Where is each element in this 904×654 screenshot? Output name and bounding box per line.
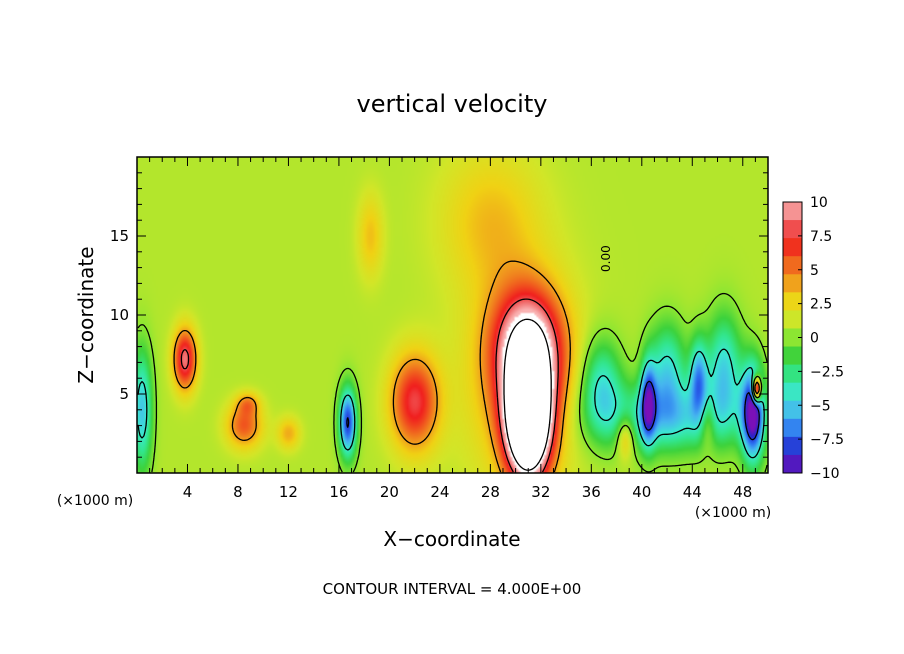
x-tick-label: 44 <box>683 483 702 501</box>
colorbar-band <box>783 382 802 402</box>
x-tick-label: 16 <box>329 483 348 501</box>
contour-0 <box>137 292 768 473</box>
contour-4 <box>173 260 760 473</box>
colorbar-band <box>783 202 802 221</box>
contour-12 <box>503 318 552 471</box>
y-tick-label: 5 <box>119 385 129 403</box>
y-tick-label: 15 <box>110 227 129 245</box>
colorbar-band <box>783 400 802 420</box>
y-axis-label: Z−coordinate <box>74 246 98 383</box>
colorbar-tick-label: 7.5 <box>810 229 832 245</box>
heatmap-field <box>137 157 768 473</box>
plot-area: 0.00 <box>136 156 769 474</box>
contour-label: 0.00 <box>599 245 613 272</box>
y-tick-label: 10 <box>110 306 129 324</box>
x-tick-label: 8 <box>233 483 243 501</box>
contour-neg4 <box>137 348 765 459</box>
colorbar-band <box>783 256 802 275</box>
colorbar-tick-label: −7.5 <box>810 432 844 448</box>
contour-lines <box>137 260 768 473</box>
colorbar-band <box>783 454 802 474</box>
x-axis: 4 8 12 16 20 24 28 32 36 40 44 48 <box>149 157 756 501</box>
y-axis: 5 10 15 <box>110 172 768 458</box>
colorbar-band <box>783 418 802 438</box>
colorbar-band <box>783 220 802 239</box>
colorbar-tick-label: −5 <box>810 398 831 414</box>
colorbar-band <box>783 310 802 329</box>
colorbar-tick-label: −2.5 <box>810 364 844 380</box>
x-unit-left: (×1000 m) <box>57 493 133 509</box>
colorbar-band <box>783 328 802 348</box>
x-tick-label: 28 <box>481 483 500 501</box>
x-tick-label: 12 <box>279 483 298 501</box>
colorbar-tick-label: 2.5 <box>810 297 832 313</box>
colorbar-band <box>783 292 802 311</box>
x-tick-label: 4 <box>183 483 193 501</box>
x-tick-label: 36 <box>582 483 601 501</box>
colorbar-tick-label: 5 <box>810 263 819 279</box>
colorbar-tick-label: 10 <box>810 195 828 211</box>
colorbar-band <box>783 364 802 384</box>
colorbar-band <box>783 274 802 293</box>
x-tick-label: 48 <box>733 483 752 501</box>
x-tick-label: 40 <box>632 483 651 501</box>
x-unit-right: (×1000 m) <box>695 505 771 521</box>
x-tick-label: 20 <box>380 483 399 501</box>
colorbar-tick-label: 0 <box>810 331 819 347</box>
colorbar-tick-label: −10 <box>810 466 840 482</box>
colorbar-band <box>783 238 802 257</box>
x-tick-label: 24 <box>430 483 449 501</box>
x-axis-label: X−coordinate <box>383 527 520 551</box>
chart-title: vertical velocity <box>357 90 548 118</box>
contour-8 <box>180 298 559 473</box>
x-tick-label: 32 <box>531 483 550 501</box>
contour-neg8 <box>346 380 760 441</box>
colorbar: 10 7.5 5 2.5 0 −2.5 −5 −7.5 −10 <box>782 195 844 482</box>
colorbar-band <box>783 346 802 366</box>
contour-interval-note: CONTOUR INTERVAL = 4.000E+00 <box>323 580 582 598</box>
colorbar-band <box>783 436 802 456</box>
